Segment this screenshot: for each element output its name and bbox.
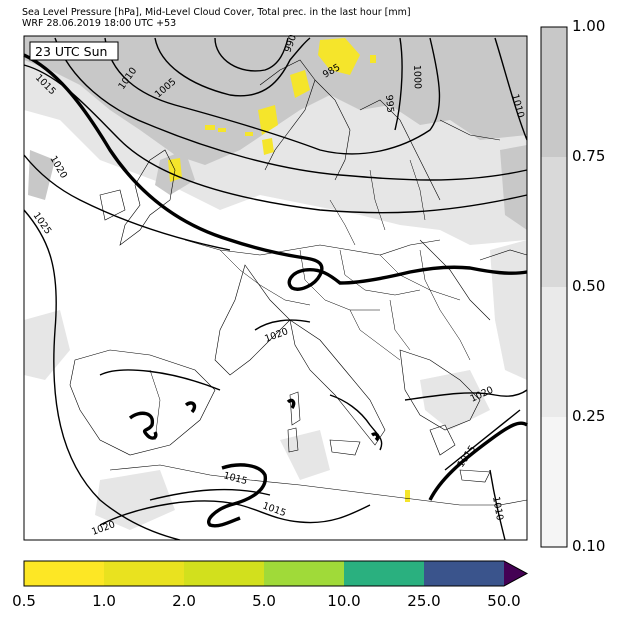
precip-colorbar-segment <box>184 561 264 586</box>
precip-colorbar-tick: 0.5 <box>12 592 36 610</box>
contour-label: 1000 <box>411 65 423 90</box>
time-label: 23 UTC Sun <box>35 44 107 59</box>
cloud-colorbar-tick: 0.50 <box>572 277 606 295</box>
cloud-colorbar-tick: 0.75 <box>572 147 606 165</box>
precip-colorbar-tick: 25.0 <box>407 592 441 610</box>
precip-colorbar-tick: 2.0 <box>172 592 196 610</box>
cloud-colorbar-tick: 1.00 <box>572 17 606 35</box>
isobar-1015-thick <box>23 53 528 528</box>
time-label-box <box>29 41 119 61</box>
cloud-colorbar-segment <box>541 417 567 547</box>
chart-subtitle: WRF 28.06.2019 18:00 UTC +53 <box>22 18 177 29</box>
isobars <box>23 37 528 541</box>
chart-title: Sea Level Pressure [hPa], Mid-Level Clou… <box>22 7 411 18</box>
cloud-colorbar <box>540 26 568 548</box>
cloud-colorbar-frame <box>540 26 568 548</box>
map-frame <box>23 35 528 541</box>
precip-colorbar-tick: 10.0 <box>327 592 361 610</box>
country-borders <box>149 159 471 441</box>
precip-colorbar-tick: 1.0 <box>92 592 116 610</box>
precip-patches <box>168 38 410 502</box>
precip-colorbar-tick: 5.0 <box>252 592 276 610</box>
cloud-cover-dark <box>24 36 527 230</box>
precip-colorbar-segment <box>264 561 344 586</box>
cloud-colorbar-segment <box>541 287 567 417</box>
precip-colorbar-segment <box>424 561 504 586</box>
precip-colorbar-segment <box>104 561 184 586</box>
cloud-colorbar-segment <box>541 157 567 287</box>
cloud-colorbar-tick: 0.10 <box>572 537 606 555</box>
precip-colorbar-segment <box>344 561 424 586</box>
precip-colorbar-tick: 50.0 <box>487 592 521 610</box>
cloud-colorbar-tick: 0.25 <box>572 407 606 425</box>
precip-colorbar-frame <box>23 560 529 587</box>
contour-label: 995 <box>383 94 396 113</box>
cloud-colorbar-segment <box>541 27 567 157</box>
precip-colorbar-segment <box>24 561 104 586</box>
precip-colorbar-extension <box>504 561 527 586</box>
precip-colorbar <box>23 560 529 587</box>
contour-label: 1010 <box>490 496 505 522</box>
